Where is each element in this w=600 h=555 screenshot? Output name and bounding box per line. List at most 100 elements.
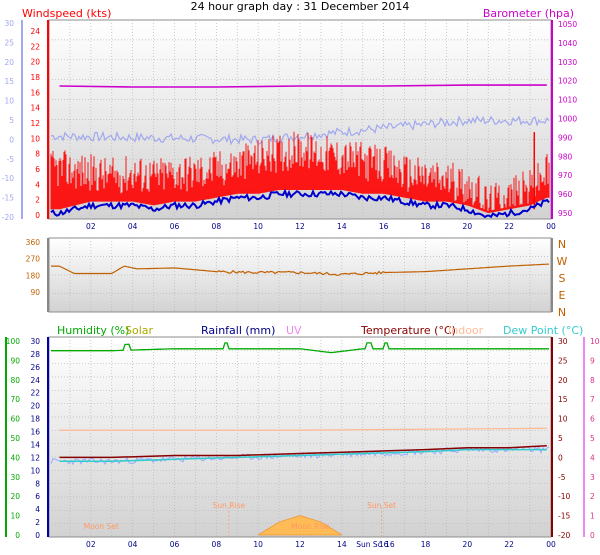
wind-outer-tick-label: -15	[2, 194, 14, 203]
wind-x-tick-label: 12	[295, 222, 305, 231]
uv-tick-label: 3	[590, 473, 595, 482]
compass-label: S	[559, 272, 566, 285]
uv-tick-label: 6	[590, 415, 595, 424]
uv-tick-label: 4	[590, 453, 595, 462]
wind-outer-tick-label: 5	[9, 116, 14, 125]
humidity-x-tick-label: 20	[463, 540, 473, 549]
uv-tick-label: 7	[590, 395, 595, 404]
rainfall-tick-label: 24	[30, 376, 40, 385]
windspeed-tick-label: 6	[35, 165, 40, 174]
humidity-x-tick-label: 06	[170, 540, 180, 549]
temperature-tick-label: -15	[558, 512, 570, 521]
windspeed-tick-label: 4	[35, 180, 40, 189]
barometer-tick-label: 980	[558, 152, 573, 161]
temperature-tick-label: -20	[558, 531, 570, 540]
windspeed-tick-label: 8	[35, 150, 40, 159]
humidity-x-tick-label: 18	[421, 540, 431, 549]
rainfall-tick-label: 14	[30, 440, 40, 449]
rainfall-tick-label: 30	[30, 337, 40, 346]
direction-tick-label: 90	[30, 288, 40, 297]
wind-outer-tick-label: 20	[4, 58, 14, 67]
uv-tick-label: 9	[590, 356, 595, 365]
barometer-tick-label: 1010	[558, 96, 577, 105]
barometer-tick-label: 960	[558, 190, 573, 199]
uv-tick-label: 1	[590, 512, 595, 521]
sun-set-label: Sun Set	[367, 501, 396, 510]
windspeed-tick-label: 18	[30, 73, 40, 82]
wind-x-tick-label: 14	[337, 222, 347, 231]
wind-x-tick-label: 10	[253, 222, 263, 231]
indoor-title: Indoor	[448, 324, 484, 337]
rainfall-tick-label: 22	[30, 389, 40, 398]
compass-label: N	[558, 306, 566, 319]
windspeed-tick-label: 10	[30, 134, 40, 143]
compass-label: E	[559, 289, 566, 302]
barometer-tick-label: 990	[558, 133, 573, 142]
solar-area	[257, 515, 343, 536]
sun-sc-label: Sun Sc	[356, 540, 382, 549]
wind-x-tick-label: 16	[379, 222, 389, 231]
barometer-tick-label: 1050	[558, 20, 577, 29]
sc-time-label: 16	[385, 540, 395, 549]
wind-outer-tick-label: 25	[4, 38, 14, 47]
rainfall-tick-label: 4	[35, 505, 40, 514]
compass-label: W	[557, 255, 568, 268]
wind-outer-tick-label: -20	[2, 213, 14, 222]
barometer-line	[59, 84, 547, 88]
humidity-tick-label: 80	[10, 376, 20, 385]
windspeed-axis-title: Windspeed (kts)	[22, 7, 111, 20]
temperature-tick-label: 10	[558, 415, 568, 424]
barometer-tick-label: 1020	[558, 77, 577, 86]
moon-set-label: Moon Set	[84, 522, 119, 531]
rainfall-tick-label: 26	[30, 363, 40, 372]
barometer-axis-title: Barometer (hpa)	[483, 7, 574, 20]
uv-tick-label: 8	[590, 376, 595, 385]
wind-outer-tick-label: 30	[4, 19, 14, 28]
indoor-temperature-line	[59, 427, 547, 431]
rainfall-tick-label: 18	[30, 415, 40, 424]
temperature-tick-label: 20	[558, 376, 568, 385]
wind-direction-line	[51, 263, 549, 276]
uv-tick-label: 2	[590, 492, 595, 501]
uv-title: UV	[286, 324, 302, 337]
direction-tick-label: 180	[26, 271, 41, 280]
rainfall-tick-label: 8	[35, 479, 40, 488]
humidity-title: Humidity (%)	[57, 324, 129, 337]
wind-x-tick-label: 04	[128, 222, 138, 231]
humidity-tick-label: 0	[15, 531, 20, 540]
rainfall-tick-label: 12	[30, 453, 40, 462]
wind-outer-tick-label: 15	[4, 77, 14, 86]
temperature-tick-label: 0	[558, 453, 563, 462]
wind-x-tick-label: 08	[212, 222, 222, 231]
rainfall-tick-label: 0	[35, 531, 40, 540]
wind-outer-tick-label: 10	[4, 97, 14, 106]
sun-rise-label: Sun Rise	[213, 501, 246, 510]
humidity-x-tick-label: 16	[379, 540, 389, 549]
uv-tick-label: 0	[590, 531, 595, 540]
humidity-tick-label: 20	[10, 492, 20, 501]
humidity-tick-label: 30	[10, 473, 20, 482]
humidity-line	[51, 342, 549, 354]
windspeed-tick-label: 24	[30, 27, 40, 36]
rainfall-tick-label: 20	[30, 402, 40, 411]
windspeed-tick-label: 20	[30, 58, 40, 67]
windspeed-tick-label: 16	[30, 88, 40, 97]
humidity-x-tick-label: 12	[295, 540, 305, 549]
rainfall-tick-label: 2	[35, 518, 40, 527]
dewpoint-line	[59, 448, 547, 463]
rainfall-tick-label: 28	[30, 350, 40, 359]
wind-average-line	[50, 188, 550, 219]
windspeed-tick-label: 0	[35, 211, 40, 220]
barometer-tick-label: 1000	[558, 115, 577, 124]
wind-outer-tick-label: -5	[7, 155, 15, 164]
rainfall-tick-label: 6	[35, 492, 40, 501]
uv-tick-label: 5	[590, 434, 595, 443]
humidity-tick-label: 40	[10, 453, 20, 462]
humidity-x-tick-label: 00	[546, 540, 556, 549]
humidity-tick-label: 100	[6, 337, 21, 346]
humidity-x-tick-label: 04	[128, 540, 138, 549]
humidity-tick-label: 10	[10, 512, 20, 521]
wind-scale-line	[50, 115, 550, 146]
barometer-tick-label: 950	[558, 209, 573, 218]
barometer-tick-label: 1030	[558, 58, 577, 67]
